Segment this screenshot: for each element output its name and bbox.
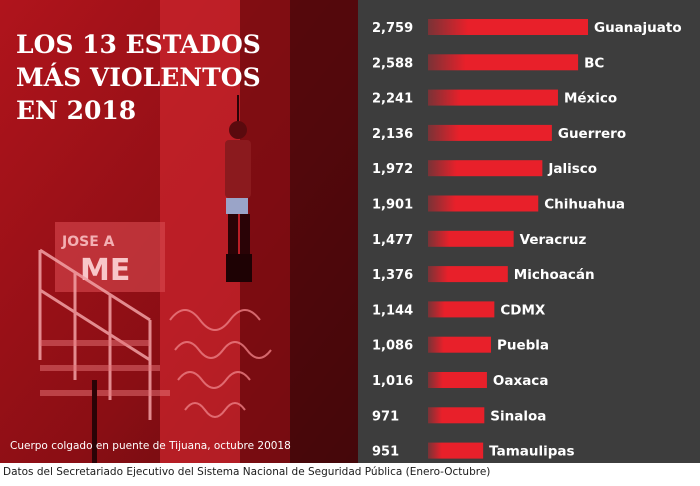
value-label: 1,086 — [372, 339, 413, 354]
bar — [428, 19, 588, 35]
value-label: 1,972 — [372, 162, 413, 177]
value-label: 971 — [372, 409, 399, 424]
sign-text-2: ME — [80, 253, 130, 288]
value-label: 2,241 — [372, 92, 413, 107]
category-label: Michoacán — [514, 267, 595, 283]
category-label: Guanajuato — [594, 20, 682, 36]
hanging-figure — [225, 95, 252, 282]
category-label: Jalisco — [547, 161, 597, 177]
value-label: 1,901 — [372, 198, 413, 213]
value-label: 1,016 — [372, 374, 413, 389]
bar-chart-panel: 2,759 Guanajuato 2,588 BC 2,241 México 2,136 Gu… — [358, 0, 700, 463]
category-label: Sinaloa — [490, 408, 546, 424]
value-label: 2,759 — [372, 21, 413, 36]
value-label: 2,136 — [372, 127, 413, 142]
value-label: 1,144 — [372, 303, 413, 318]
bar — [428, 124, 552, 141]
bar — [428, 407, 485, 424]
title-line-2: MÁS VIOLENTOS — [16, 63, 261, 92]
bar — [428, 442, 484, 459]
bar — [428, 301, 495, 318]
sign-text-1: JOSE A — [61, 234, 115, 250]
category-label: BC — [584, 55, 604, 71]
category-label: Guerrero — [558, 126, 626, 142]
chart-title: LOS 13 ESTADOS MÁS VIOLENTOS EN 2018 — [16, 28, 261, 127]
source-footer: Datos del Secretariado Ejecutivo del Sis… — [3, 466, 491, 478]
value-label: 951 — [372, 445, 399, 460]
bar — [428, 54, 579, 71]
category-label: Oaxaca — [493, 373, 549, 389]
bar — [428, 89, 558, 106]
title-line-1: LOS 13 ESTADOS — [16, 30, 261, 59]
category-label: Puebla — [497, 338, 549, 354]
value-label: 2,588 — [372, 56, 413, 71]
background-photo: JOSE A ME — [0, 0, 358, 463]
photo-caption: Cuerpo colgado en puente de Tijuana, oct… — [10, 440, 291, 452]
bar — [428, 372, 487, 388]
category-label: Veracruz — [520, 232, 587, 248]
category-label: CDMX — [500, 302, 546, 318]
value-label: 1,477 — [372, 233, 413, 248]
category-label: México — [564, 91, 617, 107]
bar — [428, 336, 491, 353]
title-line-3: EN 2018 — [16, 96, 137, 125]
bar — [428, 230, 514, 247]
category-label: Chihuahua — [544, 197, 625, 213]
category-label: Tamaulipas — [489, 444, 574, 460]
bar — [428, 160, 543, 177]
bar — [428, 195, 539, 212]
bar-chart: 2,759 Guanajuato 2,588 BC 2,241 México 2,136 Gu… — [372, 19, 682, 460]
value-label: 1,376 — [372, 268, 413, 283]
photo-illustration: JOSE A ME — [0, 0, 358, 463]
bar — [428, 266, 508, 283]
